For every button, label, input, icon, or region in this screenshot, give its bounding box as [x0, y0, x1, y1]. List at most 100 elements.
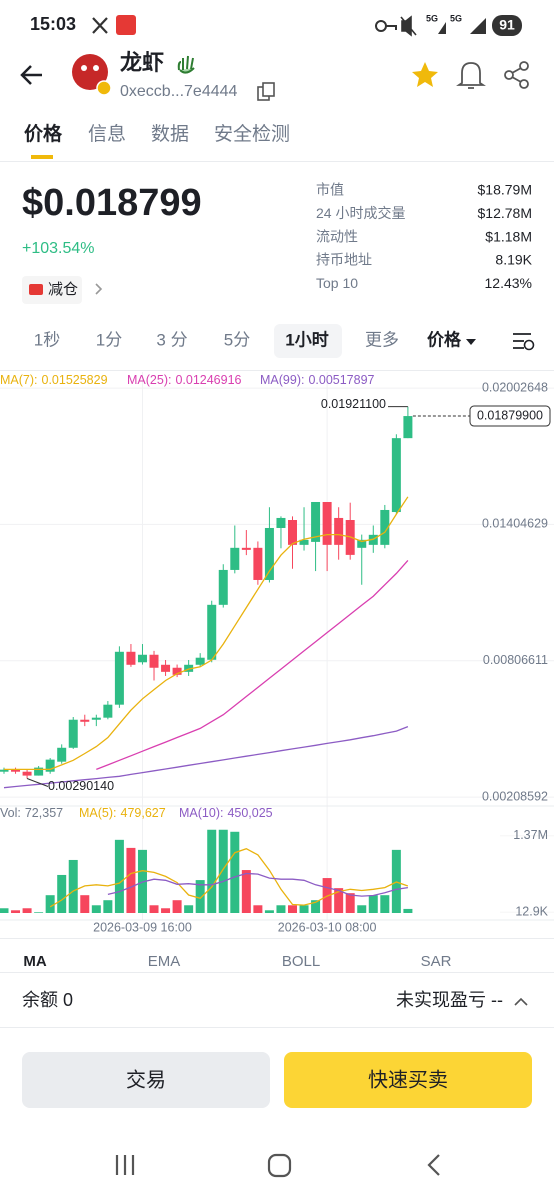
candle-body — [91, 717, 101, 720]
candle-body — [334, 517, 344, 545]
volume-tick-label: 12.9K — [515, 905, 548, 919]
alert-bell[interactable] — [456, 62, 486, 89]
quick-trade-button-label[interactable]: 快速买卖 — [368, 1068, 448, 1091]
ma-legend: MA(25): 0.01246916 — [127, 373, 242, 387]
timeframe[interactable]: 1分 — [96, 330, 122, 349]
candle-body — [253, 547, 263, 580]
tab[interactable]: 安全检测 — [214, 123, 290, 145]
share-icon[interactable] — [504, 61, 529, 89]
candle-body — [230, 547, 240, 570]
ma-legend: MA(99): 0.00517897 — [260, 373, 375, 387]
indicator-tab[interactable]: BOLL — [282, 953, 320, 970]
tab[interactable]: 信息 — [88, 123, 126, 145]
volume-legend-value: 72,357 — [25, 806, 63, 820]
stat-label: 持币地址 — [316, 252, 372, 268]
volume-ma-line — [107, 872, 408, 897]
trade-button[interactable] — [22, 1052, 270, 1108]
nav-home[interactable] — [267, 1153, 292, 1178]
candle-body — [126, 651, 136, 665]
timeframe[interactable]: 价格 — [427, 329, 462, 349]
candle-body — [161, 664, 171, 672]
network-label: 5G — [450, 13, 462, 23]
chart-settings[interactable] — [523, 339, 535, 351]
indicator-tab[interactable]: SAR — [421, 953, 452, 970]
volume-bar — [68, 859, 78, 913]
quick-trade-button[interactable] — [284, 1052, 532, 1108]
y-tick-label: 0.00806611 — [483, 653, 548, 667]
chart-settings[interactable] — [513, 333, 531, 349]
favorite-star[interactable] — [412, 62, 438, 87]
x-tick-label: 2026-03-09 16:00 — [93, 920, 192, 934]
stat-value: 8.19K — [495, 252, 532, 268]
indicator-tab[interactable]: MA — [23, 953, 46, 970]
volume-bar — [368, 895, 378, 913]
low-marker — [26, 778, 49, 787]
timeframe[interactable]: 5分 — [224, 330, 250, 349]
divider — [0, 938, 554, 939]
stat-value: $1.18M — [485, 228, 532, 244]
back-button[interactable] — [20, 65, 42, 85]
copy-icon[interactable] — [262, 82, 275, 97]
candle-body — [114, 651, 124, 705]
ma-line — [4, 496, 409, 771]
volume-bar — [345, 893, 355, 913]
volume-bar — [299, 905, 309, 913]
nav-back[interactable] — [427, 1154, 440, 1176]
last-price-label: 0.01879900 — [477, 408, 543, 422]
volume-legend-name: Vol: — [0, 806, 21, 820]
volume-bar — [45, 895, 55, 913]
candle-body — [57, 747, 67, 762]
ma-line — [3, 725, 409, 789]
tag[interactable] — [22, 276, 82, 304]
volume-bar — [80, 895, 90, 913]
key-icon — [386, 25, 397, 30]
stat-value: 12.43% — [485, 275, 532, 291]
low-label: 0.00290140 — [48, 779, 114, 793]
candle-body — [380, 509, 390, 545]
volume-bar — [91, 905, 101, 913]
expand-toggle[interactable] — [514, 997, 528, 1006]
candle-body — [195, 657, 205, 665]
price: $0.018799 — [22, 182, 202, 224]
stat-label: 流动性 — [316, 228, 358, 244]
candle-body — [184, 664, 194, 672]
hand-icon — [177, 55, 195, 74]
volume-bar — [230, 831, 240, 913]
battery-level: 91 — [499, 17, 515, 33]
indicator-tab[interactable]: EMA — [148, 953, 181, 970]
high-label: 0.01921100 — [321, 397, 386, 411]
nav-recents[interactable] — [115, 1155, 135, 1175]
trade-button-label[interactable]: 交易 — [126, 1068, 166, 1091]
timeframe[interactable]: 更多 — [365, 330, 399, 349]
timeframe[interactable]: 1秒 — [34, 330, 60, 349]
token-avatar — [81, 65, 87, 71]
volume-ma-legend: MA(5): 479,627 — [79, 806, 166, 820]
volume-bar — [380, 895, 390, 913]
volume-ma-value: 479,627 — [121, 806, 166, 820]
token-avatar — [72, 54, 108, 90]
volume-bar — [149, 905, 159, 913]
battery-pill — [492, 15, 522, 36]
candle-body — [357, 539, 367, 548]
timeframe[interactable]: 1小时 — [285, 330, 328, 349]
token-avatar — [93, 65, 99, 71]
tab[interactable]: 价格 — [24, 122, 63, 145]
stat-value: $12.78M — [478, 205, 532, 221]
tag-label[interactable]: 减仓 — [48, 281, 78, 298]
dropdown-arrow[interactable] — [466, 339, 476, 345]
x-icon — [92, 17, 108, 34]
volume-ma-legend: MA(10): 450,025 — [179, 806, 273, 820]
volume-bar — [253, 905, 263, 913]
x-tick-label: 2026-03-10 08:00 — [278, 920, 377, 934]
timeframe[interactable]: 3 分 — [156, 330, 187, 349]
candle-body — [218, 569, 228, 605]
volume-bar — [22, 908, 32, 913]
ma-legend-name: MA(7): — [0, 373, 38, 387]
ma-legend-value: 0.00517897 — [308, 373, 374, 387]
chevron[interactable] — [95, 283, 103, 295]
stat-label: Top 10 — [316, 275, 358, 291]
tab[interactable]: 数据 — [151, 123, 189, 145]
candle-body — [403, 416, 413, 439]
